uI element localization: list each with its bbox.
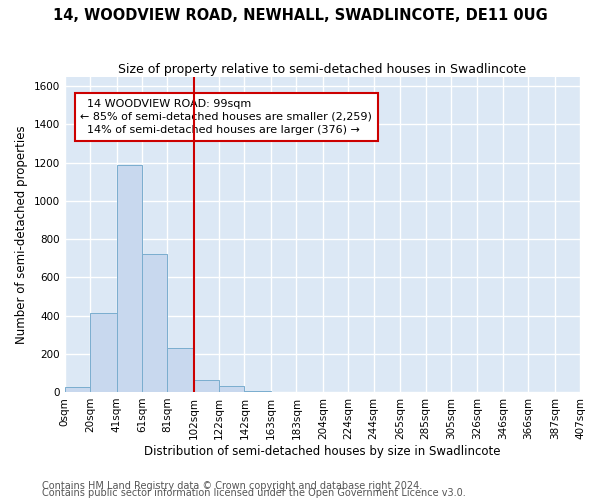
Bar <box>167 348 194 392</box>
X-axis label: Distribution of semi-detached houses by size in Swadlincote: Distribution of semi-detached houses by … <box>144 444 500 458</box>
Y-axis label: Number of semi-detached properties: Number of semi-detached properties <box>15 125 28 344</box>
Text: Contains public sector information licensed under the Open Government Licence v3: Contains public sector information licen… <box>42 488 466 498</box>
Bar <box>65 387 90 392</box>
Title: Size of property relative to semi-detached houses in Swadlincote: Size of property relative to semi-detach… <box>118 62 526 76</box>
Bar <box>116 164 142 392</box>
Bar <box>90 312 116 392</box>
Bar <box>219 386 244 392</box>
Bar <box>142 254 167 392</box>
Text: Contains HM Land Registry data © Crown copyright and database right 2024.: Contains HM Land Registry data © Crown c… <box>42 481 422 491</box>
Bar <box>244 391 271 392</box>
Text: 14, WOODVIEW ROAD, NEWHALL, SWADLINCOTE, DE11 0UG: 14, WOODVIEW ROAD, NEWHALL, SWADLINCOTE,… <box>53 8 547 22</box>
Text: 14 WOODVIEW ROAD: 99sqm  
← 85% of semi-detached houses are smaller (2,259)
  14: 14 WOODVIEW ROAD: 99sqm ← 85% of semi-de… <box>80 98 372 135</box>
Bar <box>194 380 219 392</box>
